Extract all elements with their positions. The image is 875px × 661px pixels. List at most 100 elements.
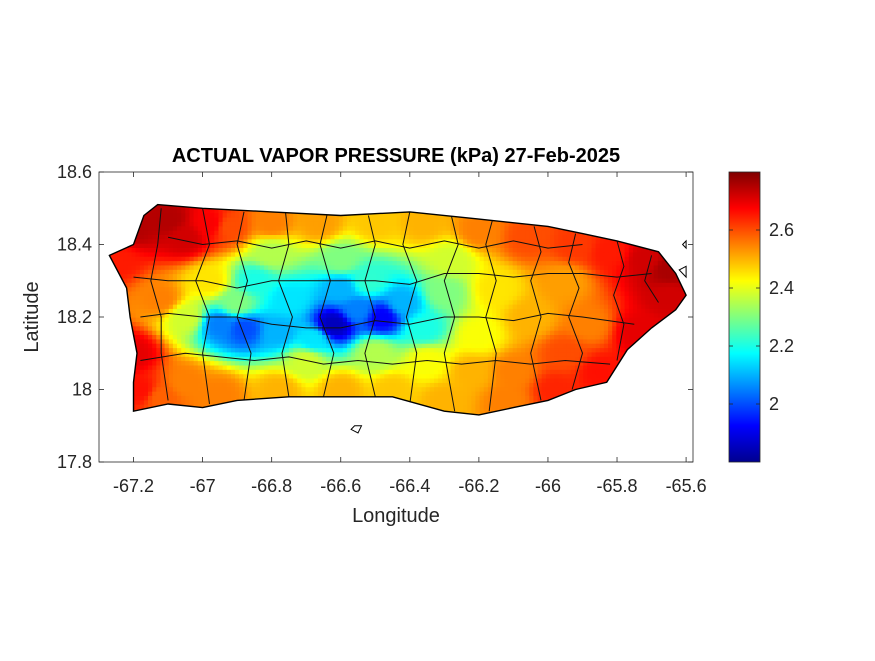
field-cell [334, 364, 340, 370]
field-cell [351, 317, 356, 322]
field-cell [135, 369, 141, 375]
field-cell [355, 364, 360, 370]
field-cell [177, 321, 182, 327]
field-cell [587, 273, 592, 279]
field-cell [579, 364, 584, 370]
field-cell [156, 382, 161, 388]
field-cell [293, 303, 298, 309]
field-cell [392, 382, 398, 388]
field-cell [351, 334, 356, 340]
field-cell [255, 351, 261, 357]
field-cell [533, 317, 539, 322]
field-cell [297, 290, 302, 296]
field-cell [164, 282, 170, 288]
field-cell [409, 351, 414, 357]
field-cell [392, 373, 398, 379]
field-cell [206, 373, 211, 379]
field-cell [367, 351, 373, 357]
field-cell [529, 373, 534, 379]
field-cell [479, 369, 485, 375]
field-cell [570, 351, 576, 357]
field-cell [525, 299, 530, 305]
field-cell [545, 325, 551, 331]
field-cell [504, 377, 510, 383]
field-cell [255, 317, 261, 322]
field-cell [206, 295, 211, 301]
field-cell [201, 347, 207, 353]
field-cell [235, 286, 240, 292]
field-cell [591, 347, 597, 353]
field-cell [512, 373, 518, 379]
field-cell [583, 286, 588, 292]
field-cell [637, 317, 642, 322]
field-cell [139, 334, 145, 340]
field-cell [235, 390, 240, 396]
field-cell [483, 299, 489, 305]
field-cell [525, 347, 530, 353]
field-cell [338, 377, 344, 383]
field-cell [322, 317, 327, 322]
field-cell [603, 312, 609, 318]
field-cell [434, 277, 439, 283]
field-cell [135, 321, 141, 327]
field-cell [347, 312, 352, 318]
field-cell [143, 295, 149, 301]
field-cell [214, 277, 219, 283]
field-cell [309, 351, 315, 357]
field-cell [148, 303, 153, 309]
field-cell [322, 321, 327, 327]
field-cell [396, 330, 402, 335]
field-cell [255, 330, 261, 335]
field-cell [554, 312, 559, 318]
field-cell [255, 312, 261, 318]
field-cell [487, 295, 493, 301]
field-cell [429, 321, 435, 327]
field-cell [670, 303, 675, 309]
field-cell [471, 373, 476, 379]
field-cell [363, 360, 369, 366]
field-cell [367, 386, 373, 392]
field-cell [550, 286, 555, 292]
field-cell [558, 377, 563, 383]
field-cell [425, 356, 431, 362]
field-cell [322, 360, 327, 366]
field-cell [450, 317, 456, 322]
field-cell [239, 338, 244, 344]
field-cell [603, 364, 609, 370]
field-cell [467, 369, 472, 375]
field-cell [541, 369, 547, 375]
field-cell [417, 325, 423, 331]
field-cell [653, 277, 659, 283]
field-cell [388, 382, 394, 388]
field-cell [168, 325, 174, 331]
field-cell [168, 390, 174, 396]
field-cell [599, 286, 605, 292]
field-cell [318, 290, 323, 296]
field-cell [421, 325, 427, 331]
field-cell [392, 338, 398, 344]
field-cell [135, 286, 141, 292]
field-cell [148, 312, 153, 318]
field-cell [558, 364, 563, 370]
field-cell [326, 295, 331, 301]
field-cell [284, 290, 290, 296]
field-cell [429, 295, 435, 301]
field-cell [637, 273, 642, 279]
field-cell [297, 382, 302, 388]
field-cell [479, 347, 485, 353]
field-cell [177, 330, 182, 335]
field-cell [168, 282, 174, 288]
field-cell [500, 351, 505, 357]
field-cell [276, 308, 282, 314]
field-cell [446, 303, 452, 309]
field-cell [185, 386, 190, 392]
field-cell [326, 303, 331, 309]
field-cell [201, 386, 207, 392]
field-cell [574, 277, 580, 283]
field-cell [595, 295, 601, 301]
field-cell [363, 308, 369, 314]
field-cell [288, 295, 294, 301]
field-cell [463, 364, 468, 370]
field-cell [442, 390, 447, 396]
field-cell [342, 382, 348, 388]
